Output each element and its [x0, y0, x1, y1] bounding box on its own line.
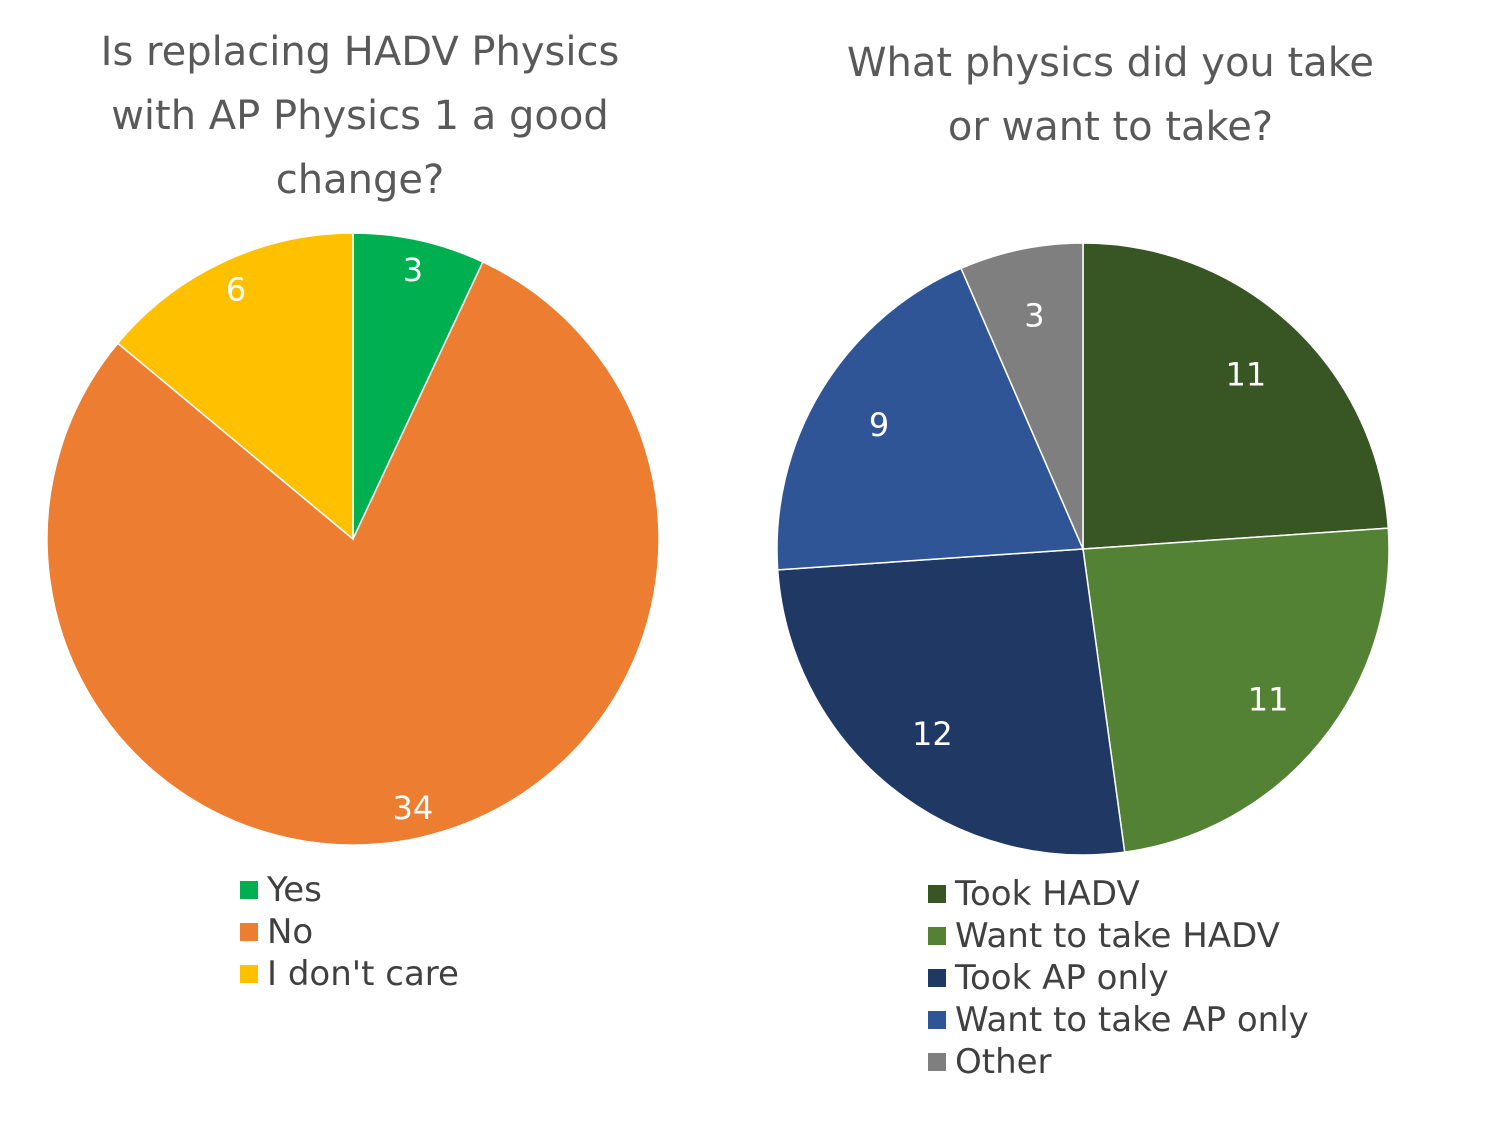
- legend-swatch: [240, 881, 258, 899]
- legend-swatch: [928, 1053, 946, 1071]
- data-label: 11: [1248, 681, 1289, 719]
- chart-title: Is replacing HADV Physics with AP Physic…: [0, 20, 720, 212]
- legend-label: Want to take AP only: [955, 1000, 1309, 1040]
- legend-label: Yes: [267, 870, 322, 910]
- legend-label: Other: [955, 1042, 1052, 1082]
- data-label: 34: [393, 789, 434, 827]
- chart-title-line: with AP Physics 1 a good: [111, 93, 609, 139]
- data-label: 12: [912, 715, 953, 753]
- legend-item-want-ap: Want to take AP only: [928, 999, 1309, 1041]
- legend-item-want-hadv: Want to take HADV: [928, 915, 1309, 957]
- legend-item-no: No: [240, 911, 459, 953]
- data-label: 9: [869, 406, 889, 444]
- legend-label: Want to take HADV: [955, 916, 1280, 956]
- chart-title-line: or want to take?: [947, 104, 1274, 150]
- data-label: 3: [403, 251, 423, 289]
- legend-swatch: [240, 923, 258, 941]
- legend-label: I don't care: [267, 954, 459, 994]
- chart-physics-taken: What physics did you take or want to tak…: [720, 0, 1501, 1126]
- chart-yes-no: Is replacing HADV Physics with AP Physic…: [0, 0, 720, 1126]
- legend-swatch: [928, 885, 946, 903]
- pie-slice-no: [46, 260, 660, 846]
- legend-item-dont-care: I don't care: [240, 953, 459, 995]
- data-label: 6: [226, 271, 246, 309]
- legend-item-other: Other: [928, 1041, 1309, 1083]
- legend-swatch: [928, 969, 946, 987]
- pie-slice-yes: [352, 232, 484, 540]
- legend-item-took-hadv: Took HADV: [928, 873, 1309, 915]
- pie-chart: 3 34 6: [46, 232, 660, 846]
- legend-label: Took AP only: [955, 958, 1169, 998]
- legend-label: Took HADV: [955, 874, 1140, 914]
- data-label: 3: [1024, 296, 1044, 334]
- legend-swatch: [240, 965, 258, 983]
- legend-swatch: [928, 1011, 946, 1029]
- data-label: 11: [1226, 356, 1267, 394]
- chart-legend: Took HADV Want to take HADV Took AP only…: [928, 873, 1309, 1083]
- chart-title-line: Is replacing HADV Physics: [100, 29, 620, 75]
- chart-title-line: What physics did you take: [846, 40, 1375, 86]
- chart-title: What physics did you take or want to tak…: [720, 31, 1501, 159]
- pie-slice-took-hadv: [1082, 242, 1390, 550]
- pie-slice-want-to-take-ap-only: [776, 267, 1085, 571]
- pie-slice-want-to-take-hadv: [1082, 527, 1390, 853]
- legend-item-yes: Yes: [240, 869, 459, 911]
- pie-slice-took-ap-only: [776, 548, 1126, 856]
- pie-chart: 11 11 12 9 3: [776, 242, 1390, 856]
- pie-slice-i-don-t-care: [116, 232, 354, 541]
- legend-item-took-ap: Took AP only: [928, 957, 1309, 999]
- pie-slice-other: [960, 242, 1084, 550]
- chart-legend: Yes No I don't care: [240, 869, 459, 995]
- legend-label: No: [267, 912, 314, 952]
- legend-swatch: [928, 927, 946, 945]
- chart-title-line: change?: [275, 157, 445, 203]
